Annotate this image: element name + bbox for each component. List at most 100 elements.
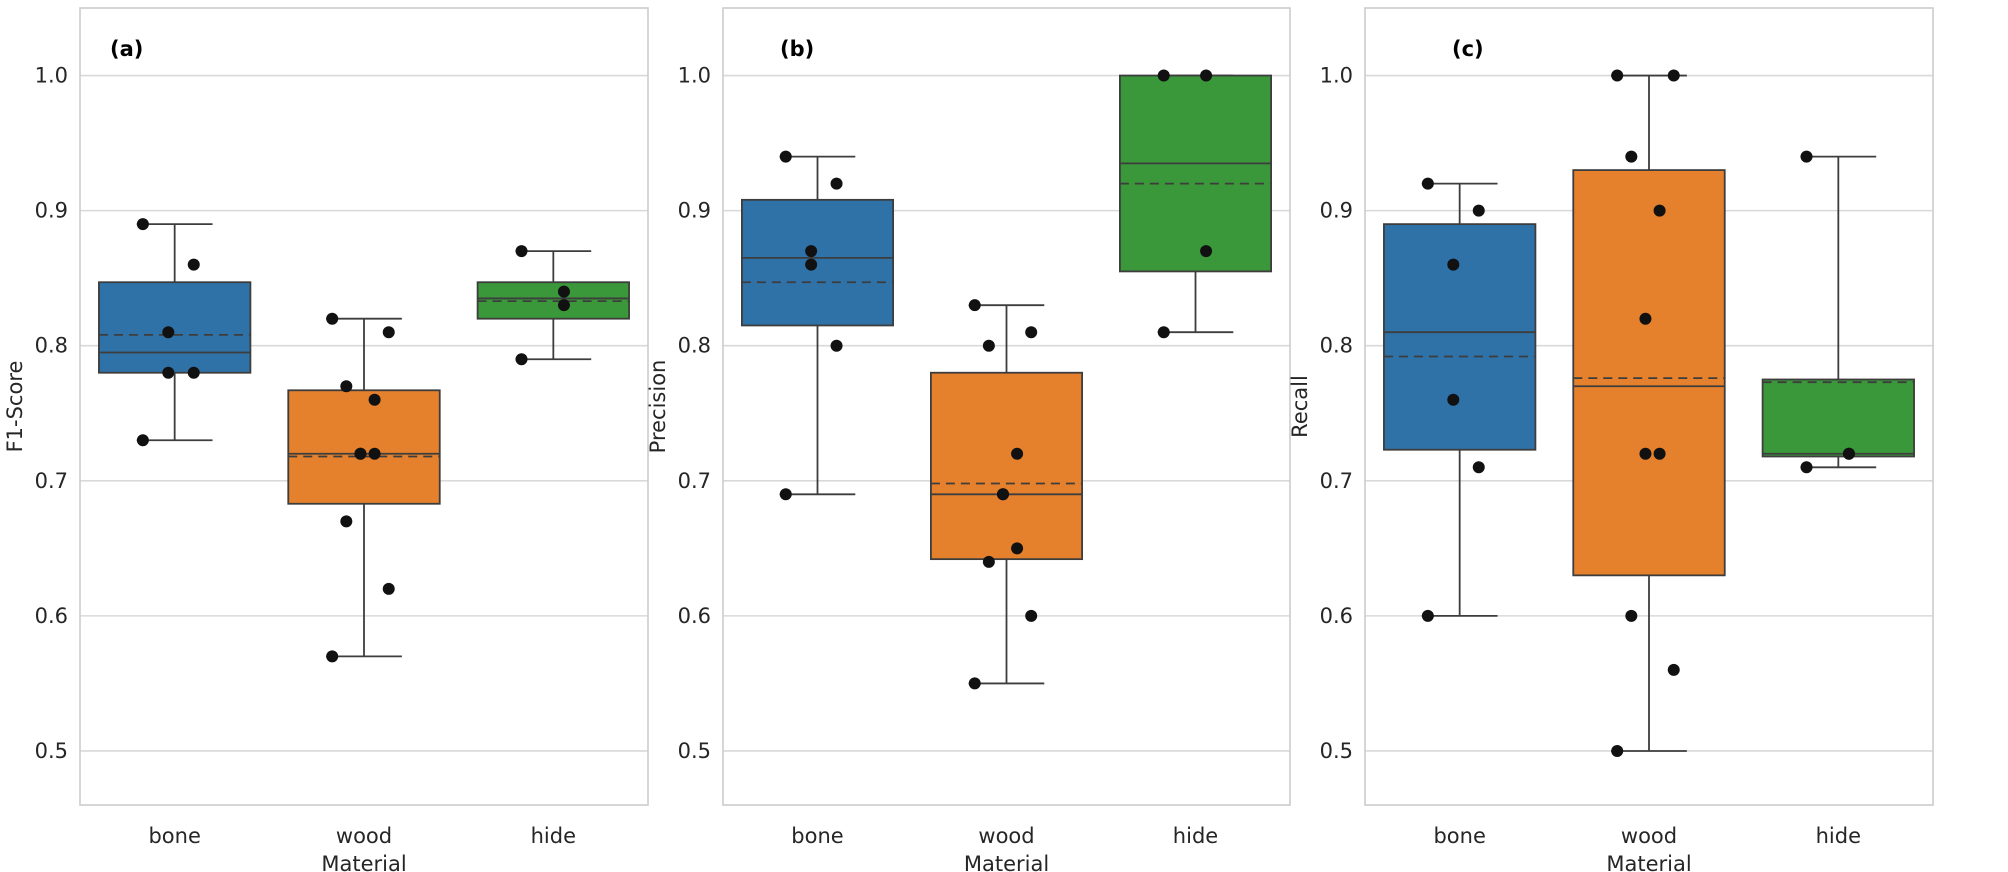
data-point [368,393,381,406]
panel-label: (b) [780,37,814,61]
data-point [1472,461,1485,474]
data-point [1157,69,1170,82]
box-iqr [741,198,895,327]
data-point [136,434,149,447]
box-iqr [1572,169,1726,577]
y-tick-label: 1.0 [1320,64,1353,88]
x-tick-label: hide [531,824,576,848]
y-tick-label: 0.9 [1320,199,1353,223]
data-point [557,285,570,298]
data-point [1447,258,1460,271]
data-point [1639,447,1652,460]
box-bone [1383,177,1537,622]
data-point [354,447,367,460]
y-axis-label: Precision [646,360,670,454]
box-iqr [98,281,252,374]
panel-label: (a) [110,37,143,61]
data-point [1625,150,1638,163]
data-point [1011,447,1024,460]
y-tick-label: 1.0 [35,64,68,88]
y-tick-label: 0.8 [35,334,68,358]
x-tick-label: hide [1173,824,1218,848]
data-point [1025,326,1038,339]
data-point [1611,744,1624,757]
data-point [1800,150,1813,163]
data-point [162,366,175,379]
y-tick-label: 0.6 [1320,604,1353,628]
data-point [805,245,818,258]
y-tick-label: 0.7 [35,469,68,493]
y-tick-label: 0.9 [35,199,68,223]
plot-area-frame [79,7,649,806]
data-point [996,488,1009,501]
x-axis-label: Material [1606,852,1691,872]
data-point [515,353,528,366]
box-hide [1119,69,1273,339]
data-point [187,258,200,271]
y-axis-label: F1-Score [3,361,27,453]
y-tick-label: 0.6 [35,604,68,628]
y-tick-label: 0.5 [678,739,711,763]
x-tick-label: wood [1621,824,1677,848]
box-bone [98,218,252,447]
y-tick-label: 0.7 [678,469,711,493]
y-tick-label: 1.0 [678,64,711,88]
box-iqr [1761,378,1915,458]
data-point [1025,609,1038,622]
x-tick-label: wood [978,824,1034,848]
y-tick-label: 0.8 [678,334,711,358]
data-point [340,380,353,393]
y-axis-label: Recall [1288,375,1312,438]
data-point [1842,447,1855,460]
data-point [1639,312,1652,325]
data-point [830,339,843,352]
data-point [1200,245,1213,258]
plot-area-frame [722,7,1291,806]
data-point [515,245,528,258]
box-iqr [287,389,441,505]
data-point [968,677,981,690]
data-point [136,218,149,231]
data-point [187,366,200,379]
x-tick-label: bone [148,824,200,848]
data-point [1667,663,1680,676]
y-tick-label: 0.5 [35,739,68,763]
box-hide [476,245,630,366]
y-tick-label: 0.8 [1320,334,1353,358]
data-point [326,312,339,325]
data-point [1611,69,1624,82]
data-point [830,177,843,190]
data-point [779,150,792,163]
panel-label: (c) [1452,37,1484,61]
data-point [1653,447,1666,460]
box-iqr [1119,74,1273,273]
data-point [968,299,981,312]
data-point [982,339,995,352]
data-point [805,258,818,271]
panel-b: 0.5 0.6 0.7 0.8 0.9 1.0 bone wood hide Precision M… [646,7,1291,872]
y-tick-label: 0.5 [1320,739,1353,763]
box-wood [1572,69,1726,757]
panel-c: 0.5 0.6 0.7 0.8 0.9 1.0 bone wood hide Recall Mate… [1288,7,1934,872]
box-iqr [930,371,1084,561]
data-point [1157,326,1170,339]
box-hide [1761,150,1915,474]
y-tick-label: 0.6 [678,604,711,628]
x-tick-label: bone [791,824,843,848]
data-point [368,447,381,460]
data-point [162,326,175,339]
x-tick-label: bone [1433,824,1485,848]
data-point [1200,69,1213,82]
data-point [1625,609,1638,622]
data-point [1472,204,1485,217]
data-point [982,555,995,568]
data-point [1653,204,1666,217]
y-tick-label: 0.9 [678,199,711,223]
plot-area-frame [1364,7,1934,806]
data-point [1800,461,1813,474]
data-point [779,488,792,501]
data-point [382,326,395,339]
y-tick-label: 0.7 [1320,469,1353,493]
box-wood [930,299,1084,690]
